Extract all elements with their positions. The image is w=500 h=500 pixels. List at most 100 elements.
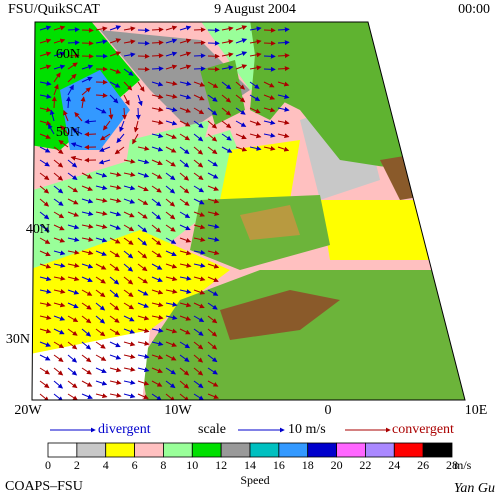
wind-arrow — [207, 263, 220, 269]
wind-arrow — [207, 315, 218, 324]
wind-arrow — [151, 250, 162, 258]
wind-arrow — [137, 237, 148, 246]
wind-arrow — [151, 185, 162, 193]
wind-arrow — [179, 367, 190, 376]
wind-arrow — [249, 146, 262, 151]
wind-arrow — [67, 276, 80, 282]
wind-arrow — [109, 250, 121, 258]
wind-arrow — [165, 354, 177, 361]
wind-arrow — [67, 159, 78, 168]
wind-arrow — [151, 237, 162, 246]
wind-arrow — [151, 106, 164, 112]
wind-arrow — [39, 120, 52, 126]
wind-arrow — [193, 224, 206, 230]
wind-arrow — [193, 315, 205, 323]
wind-arrow — [137, 145, 150, 151]
wind-arrow — [95, 380, 108, 386]
map — [32, 22, 465, 400]
wind-arrow — [235, 94, 246, 103]
wind-arrow — [249, 26, 262, 32]
wind-arrow — [67, 224, 80, 230]
wind-arrow — [221, 65, 234, 71]
wind-arrow — [95, 39, 108, 45]
wind-arrow — [39, 198, 50, 207]
wind-arrow — [165, 172, 176, 181]
wind-arrow — [95, 276, 106, 284]
wind-arrow — [39, 133, 51, 139]
wind-arrow — [137, 328, 150, 334]
wind-arrow — [123, 185, 136, 191]
wind-arrow — [179, 159, 190, 168]
wind-arrow — [123, 68, 134, 76]
wind-arrow — [207, 223, 220, 229]
wind-arrow — [39, 250, 51, 257]
wind-arrow — [109, 198, 122, 203]
title-date: 9 August 2004 — [214, 2, 296, 17]
wind-arrow — [60, 125, 69, 135]
wind-arrow — [109, 81, 121, 88]
lat-label: 60N — [56, 47, 80, 62]
wind-arrow — [53, 263, 66, 268]
wind-arrow — [263, 120, 276, 125]
wind-arrow — [221, 81, 232, 90]
wind-arrow — [39, 354, 51, 361]
wind-arrow — [235, 38, 248, 44]
divergent-label: divergent — [98, 422, 151, 437]
wind-arrow — [53, 25, 66, 31]
wind-arrow — [99, 146, 111, 152]
wind-arrow — [165, 328, 178, 334]
wind-arrow — [53, 159, 64, 168]
wind-arrow — [221, 52, 234, 58]
wind-arrow — [165, 120, 178, 126]
wind-arrow — [249, 133, 262, 139]
wind-arrow — [53, 83, 59, 96]
wind-arrow — [263, 132, 276, 138]
wind-arrow — [179, 38, 192, 44]
wind-arrow — [207, 289, 219, 296]
wind-arrow — [95, 328, 106, 337]
wind-arrow — [81, 315, 92, 324]
wind-arrow — [207, 367, 218, 375]
wind-arrow — [81, 380, 93, 387]
wind-arrow — [39, 107, 52, 113]
wind-arrow — [165, 301, 178, 307]
wind-arrow — [95, 185, 108, 191]
wind-arrow — [39, 288, 52, 294]
wind-arrow — [207, 328, 218, 337]
wind-arrow — [39, 51, 52, 57]
wind-arrow — [39, 328, 52, 334]
wind-arrow — [53, 328, 65, 335]
wind-arrow — [179, 302, 192, 308]
wind-arrow — [109, 171, 122, 177]
wind-arrow — [193, 185, 205, 193]
wind-arrow — [133, 120, 139, 133]
wind-arrow — [179, 25, 192, 31]
wind-arrow — [81, 64, 94, 70]
wind-arrow — [67, 172, 78, 181]
wind-arrow — [235, 81, 246, 90]
wind-arrow — [66, 96, 71, 109]
wind-arrow — [179, 380, 190, 389]
wind-arrow — [71, 128, 83, 135]
wind-arrow — [263, 146, 276, 151]
wind-arrow — [123, 276, 134, 285]
wind-arrow — [121, 107, 127, 120]
wind-arrow — [95, 237, 108, 243]
wind-arrow — [123, 263, 134, 272]
wind-arrow — [81, 354, 92, 363]
wind-arrow — [151, 81, 164, 87]
wind-arrow — [179, 211, 191, 219]
wind-arrow — [137, 302, 149, 308]
wind-arrow — [179, 198, 190, 206]
wind-arrow — [95, 302, 106, 311]
wind-arrow — [67, 62, 78, 70]
wind-arrow — [221, 120, 232, 129]
wind-arrow — [165, 276, 178, 282]
colorbar-level: 22 — [359, 458, 371, 472]
wind-arrow — [151, 53, 164, 59]
wind-arrow — [81, 185, 93, 191]
wind-arrow — [151, 367, 163, 373]
wind-arrow — [235, 51, 248, 57]
wind-arrow — [58, 140, 69, 148]
